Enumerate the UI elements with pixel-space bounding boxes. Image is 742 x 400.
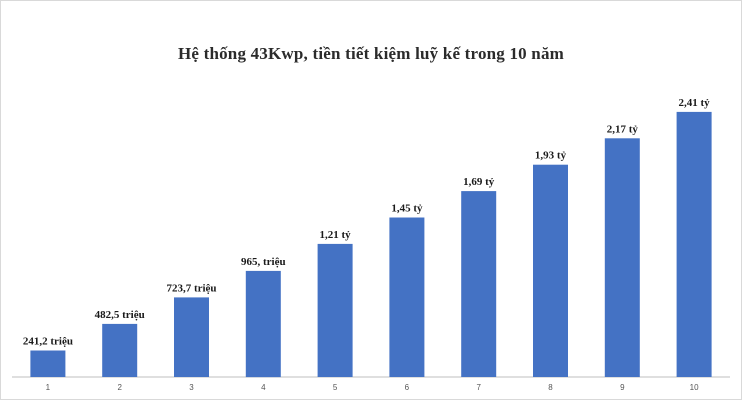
data-label-3: 723,7 triệu <box>166 282 216 294</box>
x-tick-label-4: 4 <box>261 383 266 392</box>
data-label-10: 2,41 tỷ <box>679 97 711 109</box>
x-tick-label-6: 6 <box>405 383 410 392</box>
x-tick-label-8: 8 <box>548 383 553 392</box>
bar-7 <box>461 191 497 377</box>
x-tick-label-3: 3 <box>189 383 194 392</box>
x-tick-label-2: 2 <box>117 383 122 392</box>
bar-8 <box>533 164 568 377</box>
data-label-9: 2,17 tỷ <box>607 123 639 135</box>
data-label-7: 1,69 tỷ <box>463 176 495 188</box>
data-label-2: 482,5 triệu <box>95 309 145 321</box>
data-label-4: 965, triệu <box>241 256 286 268</box>
bar-6 <box>389 217 425 377</box>
x-tick-label-7: 7 <box>476 383 481 392</box>
data-label-8: 1,93 tỷ <box>535 150 567 162</box>
bar-4 <box>245 270 281 378</box>
x-tick-label-5: 5 <box>333 383 338 392</box>
bar-10 <box>676 111 712 378</box>
bar-1 <box>30 350 66 377</box>
data-label-1: 241,2 triệu <box>23 336 73 348</box>
bar-5 <box>317 243 353 377</box>
x-tick-label-1: 1 <box>46 383 51 392</box>
plot-area: 241,2 triệu 1 482,5 triệu 2 723,7 triệu 3 965,… <box>12 97 730 392</box>
bar-3 <box>174 297 209 377</box>
data-label-5: 1,21 tỷ <box>320 229 352 241</box>
bar-2 <box>102 323 138 377</box>
x-tick-label-9: 9 <box>620 383 625 392</box>
x-tick-label-10: 10 <box>690 383 699 392</box>
bar-9 <box>604 138 640 377</box>
chart-title: Hệ thống 43Kwp, tiền tiết kiệm luỹ kế tr… <box>177 44 565 63</box>
data-label-6: 1,45 tỷ <box>391 203 423 215</box>
